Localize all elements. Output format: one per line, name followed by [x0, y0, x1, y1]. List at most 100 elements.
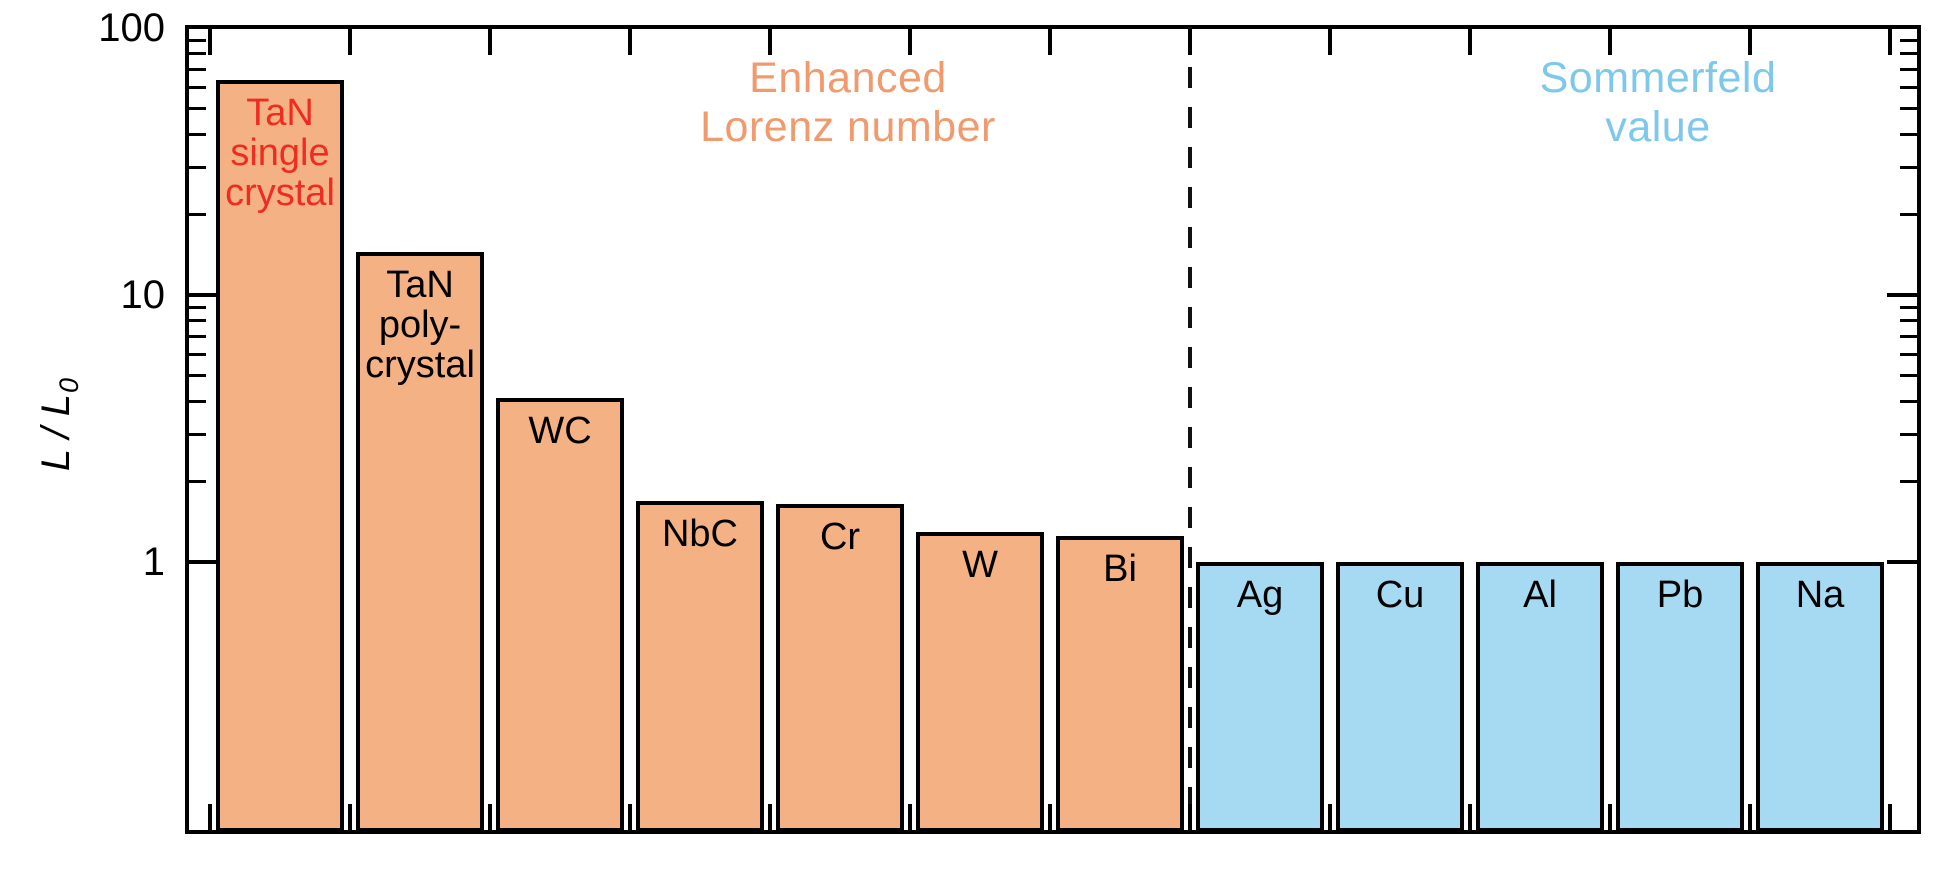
bar-na — [1756, 562, 1884, 832]
y-tick-minor-left — [189, 85, 206, 89]
y-tick-minor-right — [1900, 52, 1917, 56]
bar-label-bi: Bi — [1056, 549, 1184, 589]
bar-label-na: Na — [1756, 575, 1884, 615]
bar-label-line: single — [230, 131, 330, 174]
bar-label-wc: WC — [496, 411, 624, 451]
y-tick-minor-right — [1900, 85, 1917, 89]
bar-label-pb: Pb — [1616, 575, 1744, 615]
bar-nbc — [636, 500, 764, 832]
bar-label-cu: Cu — [1336, 575, 1464, 615]
y-tick-minor-right — [1900, 213, 1917, 217]
x-tick-top — [208, 29, 212, 55]
y-tick-minor-left — [189, 106, 206, 110]
y-tick-minor-right — [1900, 305, 1917, 309]
y-tick-minor-right — [1900, 399, 1917, 403]
x-tick-top — [1888, 29, 1892, 55]
x-tick-bottom — [1048, 804, 1052, 830]
x-tick-top — [1048, 29, 1052, 55]
y-tick-minor-left — [189, 132, 206, 136]
bar-label-line: crystal — [365, 343, 475, 386]
y-tick-minor-left — [189, 38, 206, 42]
x-tick-top — [768, 29, 772, 55]
bar-label-tan-single-crystal: TaN single crystal — [216, 93, 344, 213]
x-tick-bottom — [1888, 804, 1892, 830]
y-tick-minor-right — [1900, 352, 1917, 356]
y-tick-minor-left — [189, 67, 206, 71]
bar-label-line: poly- — [378, 303, 462, 346]
y-tick-major-left — [189, 560, 219, 564]
y-tick-minor-left — [189, 305, 206, 309]
bar-w — [916, 531, 1044, 832]
y-tick-minor-right — [1900, 166, 1917, 170]
y-tick-minor-left — [189, 213, 206, 217]
bar-label-line: Cu — [1375, 574, 1425, 616]
y-tick-minor-right — [1900, 106, 1917, 110]
x-tick-bottom — [768, 804, 772, 830]
bar-tan-polycrystal — [356, 251, 484, 832]
bar-label-line: TaN — [386, 263, 454, 306]
y-tick-minor-left — [189, 352, 206, 356]
x-tick-top — [1188, 29, 1192, 55]
y-tick-minor-right — [1900, 480, 1917, 484]
y-tick-minor-right — [1900, 132, 1917, 136]
y-tick-minor-right — [1900, 373, 1917, 377]
x-tick-bottom — [908, 804, 912, 830]
y-tick-minor-left — [189, 52, 206, 56]
x-tick-top — [1328, 29, 1332, 55]
y-tick-label-1: 1 — [142, 540, 165, 584]
y-tick-minor-right — [1900, 38, 1917, 42]
bar-label-line: Bi — [1103, 548, 1137, 591]
bar-al — [1476, 562, 1604, 832]
x-tick-bottom — [348, 804, 352, 830]
y-tick-label-100: 100 — [98, 6, 165, 50]
bar-label-tan-polycrystal: TaN poly-crystal — [356, 265, 484, 385]
bar-label-line: Ag — [1236, 574, 1284, 616]
y-tick-major-right — [1887, 560, 1917, 564]
region-label-sommerfeld-line1: Sommerfeld — [1539, 54, 1777, 102]
y-tick-minor-right — [1900, 433, 1917, 437]
bar-ag — [1196, 562, 1324, 832]
x-tick-bottom — [1468, 804, 1472, 830]
y-tick-minor-right — [1900, 67, 1917, 71]
bar-label-line: WC — [528, 410, 592, 453]
bar-label-w: W — [916, 545, 1044, 585]
y-tick-major-left — [189, 293, 219, 297]
y-tick-minor-left — [189, 399, 206, 403]
y-tick-minor-right — [1900, 334, 1917, 338]
bar-cu — [1336, 562, 1464, 832]
bar-label-line: Pb — [1656, 574, 1704, 616]
region-label-enhanced: Enhanced Lorenz number — [538, 54, 1158, 152]
x-tick-top — [1468, 29, 1472, 55]
bar-tan-single-crystal — [216, 79, 344, 832]
x-tick-bottom — [488, 804, 492, 830]
bar-label-line: W — [962, 543, 998, 586]
y-tick-label-10: 10 — [120, 273, 166, 317]
region-label-sommerfeld: Sommerfeld value — [1348, 54, 1938, 152]
x-tick-top — [1608, 29, 1612, 55]
y-tick-minor-left — [189, 480, 206, 484]
bar-label-ag: Ag — [1196, 575, 1324, 615]
y-tick-minor-left — [189, 373, 206, 377]
x-tick-top — [628, 29, 632, 55]
x-tick-top — [908, 29, 912, 55]
y-tick-major-right — [1887, 293, 1917, 297]
x-tick-bottom — [1748, 804, 1752, 830]
bar-cr — [776, 503, 904, 832]
region-label-enhanced-line2: Lorenz number — [700, 103, 996, 151]
y-tick-minor-left — [189, 433, 206, 437]
x-tick-bottom — [1328, 804, 1332, 830]
bar-label-line: Na — [1795, 574, 1845, 616]
x-tick-bottom — [1188, 804, 1192, 830]
y-tick-minor-left — [189, 166, 206, 170]
bar-label-al: Al — [1476, 575, 1604, 615]
x-tick-top — [348, 29, 352, 55]
x-tick-bottom — [628, 804, 632, 830]
y-tick-minor-left — [189, 319, 206, 323]
bar-label-line: Al — [1523, 574, 1557, 616]
x-tick-top — [1748, 29, 1752, 55]
x-tick-bottom — [1608, 804, 1612, 830]
region-label-enhanced-line1: Enhanced — [749, 54, 947, 102]
bar-pb — [1616, 562, 1744, 832]
